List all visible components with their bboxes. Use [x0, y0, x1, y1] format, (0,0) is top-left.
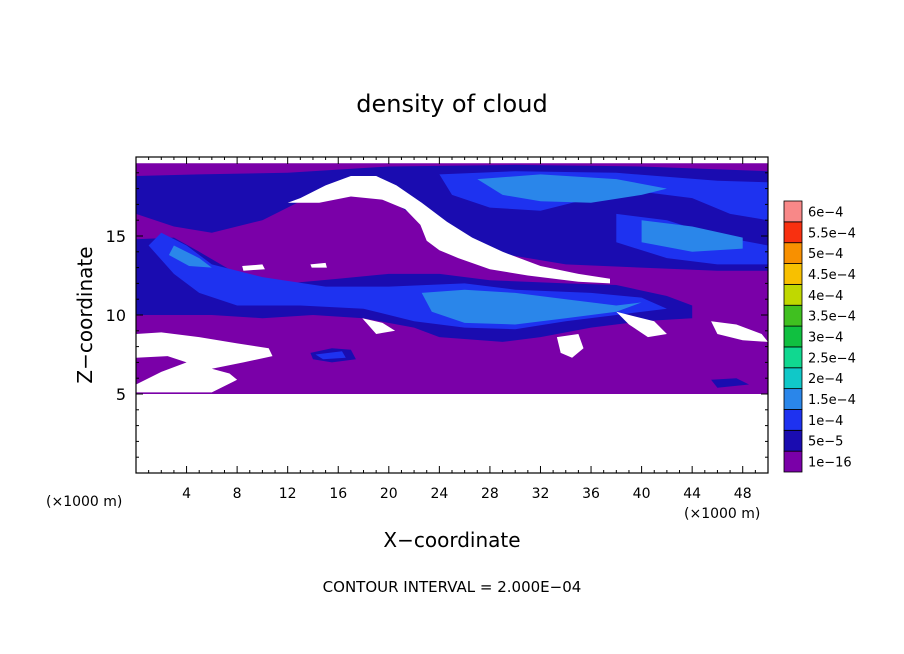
no-cloud-region [242, 264, 265, 271]
y-tick-label: 15 [106, 227, 126, 246]
x-tick-label: 24 [430, 486, 448, 502]
y-tick-label: 10 [106, 306, 126, 325]
colorbar-label: 5e−4 [808, 247, 843, 262]
no-cloud-region [136, 332, 273, 393]
contour-interval-note: CONTOUR INTERVAL = 2.000E−04 [323, 578, 582, 596]
x-tick-label: 12 [279, 486, 297, 502]
no-cloud-region [616, 311, 667, 338]
colorbar-label: 1e−4 [808, 414, 843, 429]
colorbar-swatch [783, 304, 803, 327]
colorbar-swatch [783, 283, 803, 306]
colorbar-swatch [783, 242, 803, 264]
colorbar-swatch [783, 263, 803, 285]
no-cloud-region [310, 262, 327, 268]
no-cloud-region [362, 318, 396, 334]
x-tick-label: 28 [481, 486, 499, 502]
colorbar-swatch [783, 221, 803, 244]
colorbar-swatch [783, 346, 803, 369]
colorbar-swatch [783, 325, 803, 348]
no-cloud-region [287, 176, 610, 284]
x-tick-label: 40 [633, 486, 651, 502]
contour-fill-level-3 [477, 174, 667, 203]
x-axis-label: X−coordinate [383, 528, 520, 552]
colorbar-label: 4e−4 [808, 289, 843, 304]
colorbar-swatch [783, 367, 803, 390]
colorbar-swatch [783, 200, 803, 223]
x-tick-label: 36 [582, 486, 600, 502]
x-tick-label: 20 [380, 486, 398, 502]
colorbar-label: 2.5e−4 [808, 351, 856, 366]
contour-fill-level-1 [711, 378, 749, 388]
colorbar-label: 4.5e−4 [808, 268, 856, 283]
chart-title: density of cloud [356, 90, 547, 118]
y-tick-label: 5 [116, 385, 126, 404]
no-cloud-region [136, 394, 768, 473]
x-unit-right: (×1000 m) [684, 506, 760, 522]
contour-fill-level-3 [168, 245, 212, 268]
colorbar: 1e−16 5e−5 1e−4 1.5e−4 2e−4 2.5e−4 3e−4 3.5e−4 4… [783, 200, 856, 473]
colorbar-swatch [783, 409, 803, 431]
x-tick-label: 48 [734, 486, 752, 502]
no-cloud-region [556, 334, 584, 358]
no-cloud-region [711, 321, 768, 342]
colorbar-label: 1.5e−4 [808, 393, 856, 408]
colorbar-label: 2e−4 [808, 372, 843, 387]
contour-fill-level-3 [421, 289, 642, 325]
colorbar-swatch [783, 429, 803, 452]
x-tick-label: 44 [683, 486, 701, 502]
colorbar-label: 5e−5 [808, 435, 843, 450]
colorbar-label: 3e−4 [808, 331, 843, 346]
colorbar-swatch [783, 388, 803, 410]
colorbar-label: 5.5e−4 [808, 226, 856, 241]
contour-fill-level-2 [315, 351, 346, 360]
contour-fill-level-3 [641, 220, 743, 252]
colorbar-label: 1e−16 [808, 456, 852, 471]
x-tick-label: 4 [182, 486, 191, 502]
x-unit-left: (×1000 m) [46, 494, 122, 510]
y-axis-label: Z−coordinate [73, 246, 97, 383]
x-tick-label: 16 [329, 486, 347, 502]
colorbar-label: 6e−4 [808, 205, 843, 220]
colorbar-swatch [783, 450, 803, 473]
colorbar-label: 3.5e−4 [808, 310, 856, 325]
x-tick-label: 8 [233, 486, 242, 502]
x-tick-label: 32 [532, 486, 550, 502]
